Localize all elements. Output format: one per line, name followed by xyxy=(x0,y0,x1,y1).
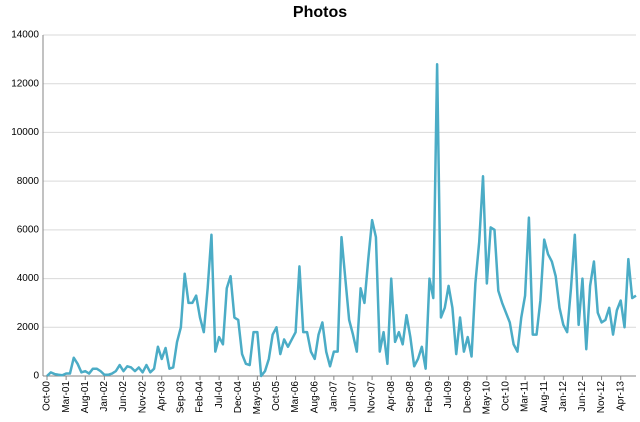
x-tick-label: Apr-08 xyxy=(386,381,397,411)
data-line xyxy=(46,62,637,378)
x-tick-label: May-10 xyxy=(481,381,492,415)
x-tick-label: Nov-07 xyxy=(367,381,378,414)
x-tick-label: Apr-13 xyxy=(615,381,626,411)
x-tick-label: Mar-01 xyxy=(61,381,72,413)
x-tick-label: Oct-05 xyxy=(271,381,282,411)
x-tick-label: Jun-07 xyxy=(348,381,359,412)
x-tick-label: Jun-12 xyxy=(577,381,588,412)
y-tick-label: 6000 xyxy=(17,224,40,235)
x-tick-label: Apr-03 xyxy=(156,381,167,411)
x-tick-label: Aug-01 xyxy=(80,381,91,414)
x-tick-label: Aug-06 xyxy=(309,381,320,414)
x-tick-label: Sep-08 xyxy=(405,381,416,414)
y-tick-label: 4000 xyxy=(17,273,40,284)
x-tick-label: Jul-09 xyxy=(443,381,454,409)
y-tick-label: 0 xyxy=(33,371,39,382)
chart-title: Photos xyxy=(293,4,347,21)
x-tick-label: Dec-09 xyxy=(462,381,473,414)
x-tick-label: Oct-10 xyxy=(501,381,512,411)
x-tick-label: Dec-04 xyxy=(233,381,244,414)
x-tick-label: Jul-04 xyxy=(214,381,225,409)
y-tick-label: 14000 xyxy=(11,30,39,41)
x-tick-label: Jan-07 xyxy=(328,381,339,412)
x-tick-label: Jun-02 xyxy=(118,381,129,412)
x-tick-label: Nov-02 xyxy=(137,381,148,414)
x-tick-label: Feb-09 xyxy=(424,381,435,413)
y-tick-label: 2000 xyxy=(17,322,40,333)
x-tick-label: May-05 xyxy=(252,381,263,415)
x-tick-label: Mar-11 xyxy=(520,381,531,412)
x-tick-label: Oct-00 xyxy=(42,381,53,411)
y-tick-label: 12000 xyxy=(11,78,39,89)
y-tick-label: 10000 xyxy=(11,127,39,138)
x-tick-label: Jan-12 xyxy=(558,381,569,412)
x-tick-label: Jan-02 xyxy=(99,381,110,412)
x-tick-label: Sep-03 xyxy=(176,381,187,414)
x-tick-label: Aug-11 xyxy=(539,381,550,413)
x-tick-label: Feb-04 xyxy=(195,381,206,413)
x-tick-label: Mar-06 xyxy=(290,381,301,413)
y-tick-label: 8000 xyxy=(17,176,40,187)
x-tick-label: Nov-12 xyxy=(596,381,607,414)
